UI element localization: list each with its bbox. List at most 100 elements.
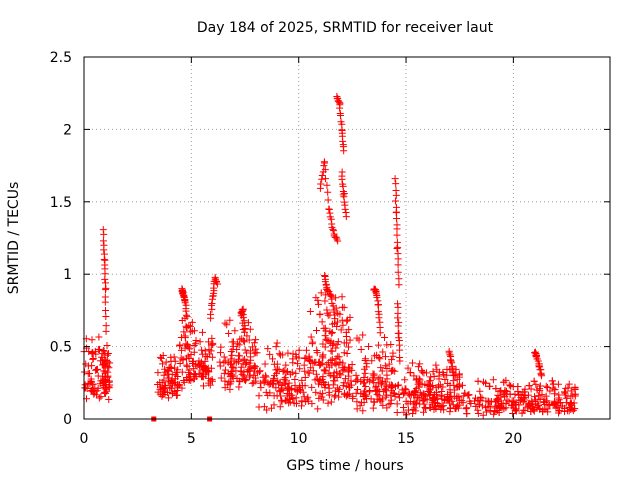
data-point	[295, 346, 303, 354]
data-point	[312, 370, 320, 378]
data-point	[329, 225, 337, 233]
data-point	[98, 353, 106, 361]
data-point	[276, 388, 284, 396]
data-point	[489, 376, 497, 384]
data-point	[347, 377, 355, 385]
data-point	[312, 388, 320, 396]
data-point	[255, 392, 263, 400]
data-point	[173, 386, 181, 394]
data-point	[316, 390, 324, 398]
data-point	[329, 302, 337, 310]
data-point	[321, 332, 329, 340]
data-point	[318, 175, 326, 183]
data-point	[183, 362, 191, 370]
x-tick-label: 10	[290, 431, 308, 447]
data-point	[363, 360, 371, 368]
data-point	[394, 255, 402, 263]
data-point	[93, 365, 101, 373]
data-point	[185, 376, 193, 384]
data-point	[327, 291, 335, 299]
data-point	[208, 334, 216, 342]
data-point	[500, 378, 508, 386]
y-axis-label: SRMTID / TECUs	[6, 182, 22, 295]
data-point	[192, 336, 200, 344]
data-point	[102, 307, 110, 315]
data-point	[379, 401, 387, 409]
data-point	[474, 397, 482, 405]
data-point	[207, 341, 215, 349]
data-point	[220, 369, 228, 377]
data-point	[284, 383, 292, 391]
data-point	[168, 376, 176, 384]
data-point	[420, 396, 428, 404]
data-point	[409, 409, 417, 417]
data-point	[496, 387, 504, 395]
data-point	[168, 384, 176, 392]
data-point	[318, 172, 326, 180]
data-point	[325, 391, 333, 399]
data-point	[104, 363, 112, 371]
data-point	[225, 330, 233, 338]
data-point	[226, 380, 234, 388]
data-point	[381, 334, 389, 342]
data-point	[99, 237, 107, 245]
data-point	[343, 317, 351, 325]
data-point	[485, 398, 493, 406]
data-point	[360, 373, 368, 381]
data-point	[157, 354, 165, 362]
data-point	[391, 392, 399, 400]
data-point	[193, 373, 201, 381]
data-point	[429, 368, 437, 376]
data-point	[387, 396, 395, 404]
data-point	[156, 378, 164, 386]
data-point	[233, 375, 241, 383]
data-point	[226, 316, 234, 324]
data-point	[492, 385, 500, 393]
data-point	[281, 380, 289, 388]
data-point	[494, 391, 502, 399]
data-point	[352, 378, 360, 386]
data-point	[321, 297, 329, 305]
data-point	[324, 399, 332, 407]
data-point	[183, 311, 191, 319]
data-point	[525, 382, 533, 390]
data-point	[171, 357, 179, 365]
data-point	[276, 403, 284, 411]
data-point	[374, 341, 382, 349]
data-point	[269, 355, 277, 363]
data-point	[369, 370, 377, 378]
data-point	[97, 393, 105, 401]
data-point	[418, 368, 426, 376]
data-point	[336, 104, 344, 112]
data-point	[300, 361, 308, 369]
data-point	[303, 395, 311, 403]
data-point	[103, 351, 111, 359]
data-point	[361, 355, 369, 363]
data-point	[318, 359, 326, 367]
data-point	[532, 380, 540, 388]
data-point	[202, 352, 210, 360]
data-point	[88, 336, 96, 344]
data-point	[535, 392, 543, 400]
data-point	[272, 384, 280, 392]
data-point	[339, 382, 347, 390]
data-point	[199, 382, 207, 390]
data-point	[199, 361, 207, 369]
data-point	[160, 371, 168, 379]
data-point	[362, 392, 370, 400]
data-point	[198, 328, 206, 336]
data-point	[394, 314, 402, 322]
data-point	[318, 393, 326, 401]
data-point	[185, 366, 193, 374]
data-point	[321, 367, 329, 375]
data-point	[448, 364, 456, 372]
data-point	[227, 367, 235, 375]
data-point	[285, 390, 293, 398]
data-point	[552, 404, 560, 412]
data-point	[383, 341, 391, 349]
data-point	[342, 328, 350, 336]
data-point	[246, 347, 254, 355]
data-point	[393, 231, 401, 239]
data-point	[376, 329, 384, 337]
